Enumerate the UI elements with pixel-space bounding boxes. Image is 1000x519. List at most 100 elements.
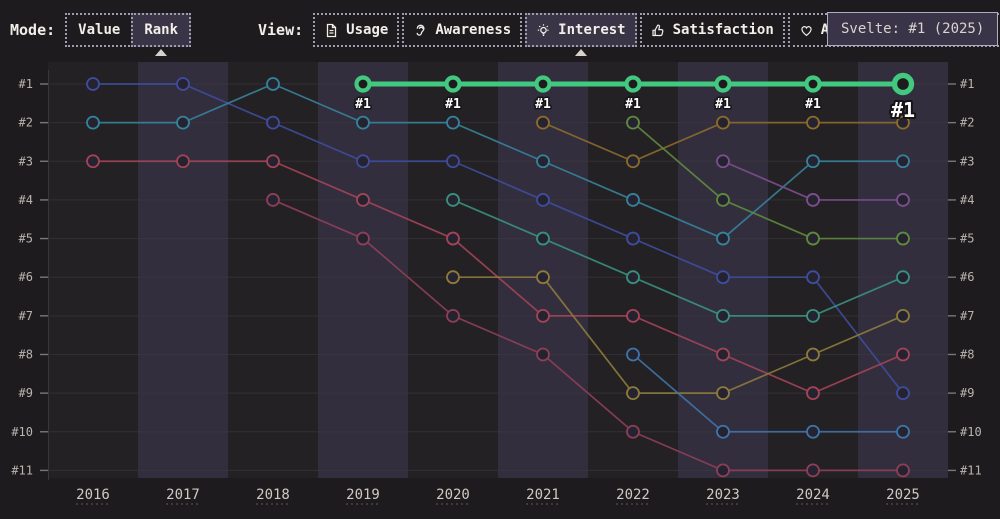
- highlight-point-label-2021: #1: [535, 97, 551, 112]
- series-point-teal-series-2023[interactable]: [716, 231, 730, 246]
- series-point-green-series-2023[interactable]: [716, 193, 730, 207]
- series-point-indigo-series-2016[interactable]: [86, 77, 100, 91]
- x-label-2020[interactable]: 2020: [436, 487, 470, 503]
- view-button-satisfaction[interactable]: Satisfaction: [639, 13, 785, 47]
- rank-label-right-#4: #4: [960, 193, 974, 207]
- series-point-brown-series-2021[interactable]: [536, 115, 550, 130]
- series-point-olive-series-2021[interactable]: [536, 270, 550, 285]
- series-point-indigo-series-2025[interactable]: [896, 386, 910, 401]
- view-button-usage[interactable]: Usage: [313, 13, 400, 47]
- series-point-brown-series-2025[interactable]: [896, 115, 910, 130]
- x-label-2025[interactable]: 2025: [886, 487, 920, 503]
- series-point-dark-red-series-2023[interactable]: [716, 463, 730, 478]
- series-point-indigo-series-2018[interactable]: [266, 115, 280, 130]
- series-point-dark-red-series-2020[interactable]: [446, 308, 460, 323]
- rank-label-left-#6: #6: [19, 270, 33, 284]
- series-point-indigo-series-2020[interactable]: [446, 154, 460, 169]
- series-point-rose-series-2020[interactable]: [446, 231, 460, 246]
- series-point-indigo-series-2022[interactable]: [626, 231, 640, 246]
- x-label-2024[interactable]: 2024: [796, 487, 830, 503]
- series-point-teal-series-2020[interactable]: [446, 115, 460, 130]
- series-point-teal-series-2016[interactable]: [86, 115, 100, 130]
- series-point-brown-series-2022[interactable]: [626, 154, 640, 169]
- series-point-dark-red-series-2025[interactable]: [896, 463, 910, 478]
- series-point-olive-series-2024[interactable]: [806, 347, 820, 362]
- series-point-purple-series-2025[interactable]: [896, 193, 910, 207]
- series-point-svelte-2023[interactable]: [714, 75, 732, 93]
- series-point-teal-series-2021[interactable]: [536, 154, 550, 169]
- series-point-svelte-2021[interactable]: [534, 75, 552, 93]
- series-point-dark-red-series-2022[interactable]: [626, 424, 640, 439]
- series-point-teal-series-2017[interactable]: [176, 115, 190, 130]
- series-point-teal-green-series-2021[interactable]: [536, 231, 550, 246]
- series-point-teal-series-2022[interactable]: [626, 193, 640, 207]
- series-point-rose-series-2019[interactable]: [356, 193, 370, 207]
- series-point-green-series-2024[interactable]: [806, 231, 820, 246]
- x-label-2021[interactable]: 2021: [526, 487, 560, 503]
- series-point-teal-green-series-2024[interactable]: [806, 308, 820, 323]
- series-point-teal-series-2019[interactable]: [356, 115, 370, 130]
- series-point-svelte-2024[interactable]: [804, 75, 822, 93]
- highlight-point-label-2023: #1: [715, 97, 731, 112]
- series-point-rose-series-2018[interactable]: [266, 154, 280, 169]
- series-point-green-series-2022[interactable]: [626, 115, 640, 130]
- series-point-teal-series-2025[interactable]: [896, 154, 910, 169]
- series-point-brown-series-2023[interactable]: [716, 115, 730, 130]
- series-point-rose-series-2022[interactable]: [626, 308, 640, 323]
- series-point-svelte-2025[interactable]: [891, 72, 915, 96]
- series-point-svelte-2022[interactable]: [624, 75, 642, 93]
- series-green-series: [626, 115, 910, 246]
- series-point-green-series-2025[interactable]: [896, 231, 910, 246]
- x-label-2023[interactable]: 2023: [706, 487, 740, 503]
- mode-button-value[interactable]: Value: [65, 13, 134, 47]
- x-label-2019[interactable]: 2019: [346, 487, 380, 503]
- x-label-2017[interactable]: 2017: [166, 487, 200, 503]
- series-point-rose-series-2016[interactable]: [86, 154, 100, 169]
- series-point-steel-blue-series-2022[interactable]: [626, 347, 640, 362]
- series-point-teal-green-series-2025[interactable]: [896, 270, 910, 285]
- x-label-2016[interactable]: 2016: [76, 487, 110, 503]
- series-point-rose-series-2024[interactable]: [806, 386, 820, 401]
- series-point-teal-green-series-2020[interactable]: [446, 193, 460, 207]
- series-point-rose-series-2021[interactable]: [536, 308, 550, 323]
- series-point-purple-series-2023[interactable]: [716, 154, 730, 169]
- series-point-olive-series-2020[interactable]: [446, 270, 460, 285]
- series-point-steel-blue-series-2024[interactable]: [806, 424, 820, 439]
- series-point-teal-series-2018[interactable]: [266, 77, 280, 91]
- series-point-dark-red-series-2018[interactable]: [266, 193, 280, 207]
- series-point-dark-red-series-2021[interactable]: [536, 347, 550, 362]
- series-point-teal-series-2024[interactable]: [806, 154, 820, 169]
- series-point-indigo-series-2021[interactable]: [536, 193, 550, 207]
- mode-button-rank[interactable]: Rank: [131, 13, 192, 56]
- view-button-interest[interactable]: Interest: [525, 13, 637, 56]
- x-label-2018[interactable]: 2018: [256, 487, 290, 503]
- series-point-rose-series-2025[interactable]: [896, 347, 910, 362]
- series-point-olive-series-2023[interactable]: [716, 386, 730, 401]
- series-point-dark-red-series-2024[interactable]: [806, 463, 820, 478]
- rank-label-right-#2: #2: [960, 116, 974, 130]
- series-point-svelte-2019[interactable]: [354, 75, 372, 93]
- series-point-dark-red-series-2019[interactable]: [356, 231, 370, 246]
- series-point-rose-series-2017[interactable]: [176, 154, 190, 169]
- mode-button-label: Value: [78, 22, 121, 38]
- series-point-rose-series-2023[interactable]: [716, 347, 730, 362]
- rank-label-left-#8: #8: [19, 347, 33, 361]
- rank-label-left-#11: #11: [11, 463, 33, 477]
- series-point-indigo-series-2023[interactable]: [716, 270, 730, 285]
- series-point-indigo-series-2024[interactable]: [806, 270, 820, 285]
- rank-label-left-#3: #3: [19, 154, 33, 168]
- series-point-teal-green-series-2023[interactable]: [716, 308, 730, 323]
- series-point-indigo-series-2017[interactable]: [176, 77, 190, 91]
- series-point-purple-series-2024[interactable]: [806, 193, 820, 207]
- series-point-steel-blue-series-2025[interactable]: [896, 424, 910, 439]
- document-icon: [324, 23, 339, 38]
- x-label-2022[interactable]: 2022: [616, 487, 650, 503]
- series-point-indigo-series-2019[interactable]: [356, 154, 370, 169]
- series-point-steel-blue-series-2023[interactable]: [716, 424, 730, 439]
- view-button-awareness[interactable]: Awareness: [402, 13, 523, 47]
- series-point-olive-series-2022[interactable]: [626, 386, 640, 401]
- series-point-olive-series-2025[interactable]: [896, 308, 910, 323]
- series-point-svelte-2020[interactable]: [444, 75, 462, 93]
- series-point-teal-green-series-2022[interactable]: [626, 270, 640, 285]
- series-point-brown-series-2024[interactable]: [806, 115, 820, 130]
